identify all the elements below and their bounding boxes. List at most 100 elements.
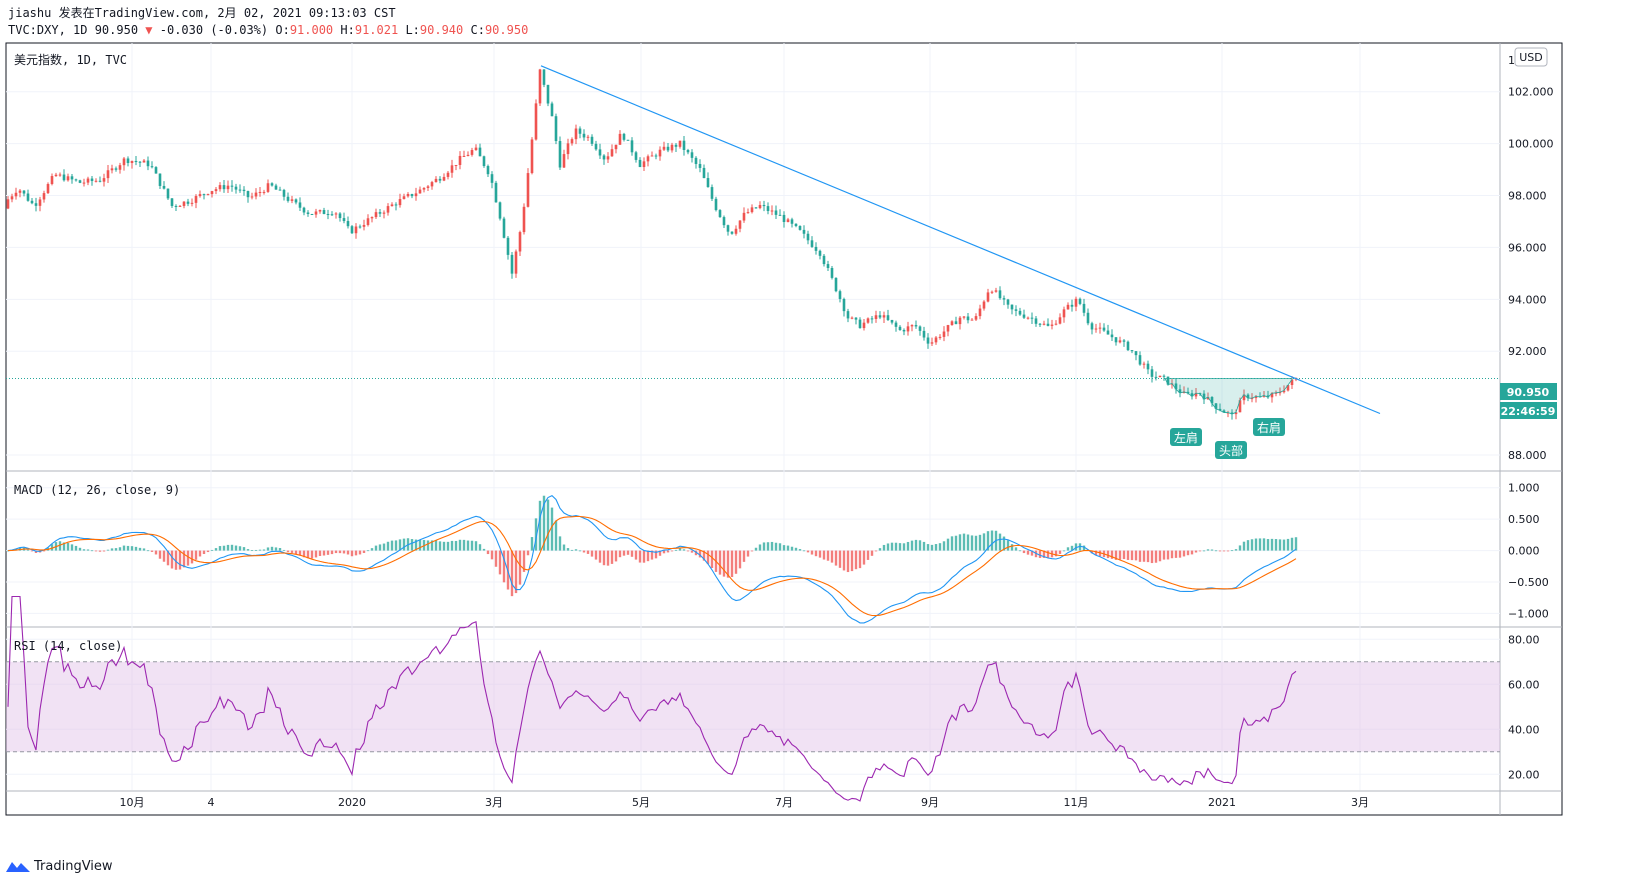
macd-histogram-bar (114, 548, 118, 551)
macd-histogram-bar (270, 546, 274, 551)
macd-histogram-bar (94, 550, 98, 552)
macd-histogram-bar (1254, 538, 1258, 551)
macd-histogram-bar (1070, 545, 1074, 551)
macd-histogram-bar (894, 542, 898, 551)
candle-body (286, 196, 290, 201)
y-tick-label: 94.000 (1508, 293, 1547, 306)
macd-histogram-bar (718, 550, 722, 575)
macd-histogram-bar (1174, 550, 1178, 558)
candle-body (1090, 323, 1094, 330)
candle-body (798, 226, 802, 230)
macd-histogram-bar (158, 550, 162, 559)
tradingview-footer[interactable]: TradingView (6, 856, 113, 876)
macd-histogram-bar (926, 544, 930, 551)
macd-histogram-bar (1026, 550, 1030, 555)
candle-body (362, 224, 366, 227)
candle-body (582, 133, 586, 138)
macd-histogram-bar (1146, 550, 1150, 563)
candle-body (458, 155, 462, 165)
macd-histogram-bar (178, 550, 182, 570)
macd-histogram-bar (1126, 550, 1130, 560)
candle-body (674, 144, 678, 147)
symbol-legend: TVC:DXY, 1D 90.950 ▼ -0.030 (-0.03%) O:9… (8, 23, 528, 37)
macd-histogram-bar (854, 550, 858, 570)
macd-histogram-bar (150, 550, 154, 552)
candle-body (358, 226, 362, 228)
candle-body (926, 337, 930, 344)
candle-body (366, 218, 370, 225)
candle-body (858, 319, 862, 329)
annotation-left-shoulder: 左肩 (1170, 428, 1202, 446)
candle-body (1094, 328, 1098, 330)
macd-histogram-bar (1090, 550, 1094, 554)
macd-histogram-bar (614, 550, 618, 562)
candle-body (614, 144, 618, 150)
macd-histogram-bar (790, 546, 794, 551)
macd-histogram-bar (34, 550, 38, 553)
macd-histogram-bar (314, 550, 318, 558)
candle-body (594, 143, 598, 150)
candle-body (26, 193, 30, 201)
candle-body (1078, 298, 1082, 304)
candle-body (1182, 391, 1186, 393)
candle-body (242, 189, 246, 192)
candle-body (722, 217, 726, 226)
candle-body (230, 185, 234, 187)
candle-body (1162, 375, 1166, 377)
candle-body (1194, 393, 1198, 397)
macd-histogram-bar (534, 518, 538, 551)
macd-histogram-bar (858, 550, 862, 569)
macd-histogram-bar (518, 550, 522, 585)
candle-body (1102, 327, 1106, 331)
candle-body (730, 231, 734, 234)
macd-histogram-bar (1082, 545, 1086, 551)
macd-histogram-bar (802, 550, 806, 552)
macd-histogram-bar (1114, 550, 1118, 560)
candle-body (862, 322, 866, 329)
candle-body (978, 308, 982, 317)
macd-histogram-bar (342, 550, 346, 554)
macd-histogram-bar (558, 536, 562, 551)
candle-body (34, 203, 38, 206)
macd-histogram-bar (234, 545, 238, 551)
candle-body (1270, 393, 1274, 398)
candle-body (478, 147, 482, 157)
macd-histogram-bar (382, 543, 386, 551)
last-price-badge: 90.950 (1500, 383, 1557, 400)
candle-body (630, 140, 634, 153)
time-tick-label: 3月 (1351, 796, 1369, 809)
candle-body (834, 277, 838, 292)
candle-body (418, 189, 422, 194)
currency-button[interactable]: USD (1514, 47, 1548, 67)
candle-body (162, 185, 166, 189)
macd-histogram-bar (1282, 539, 1286, 551)
candle-body (202, 194, 206, 196)
macd-histogram-bar (618, 550, 622, 558)
macd-histogram-bar (830, 550, 834, 563)
macd-histogram-bar (722, 550, 726, 577)
candle-body (942, 331, 946, 337)
macd-histogram-bar (390, 540, 394, 551)
macd-histogram-bar (806, 550, 810, 553)
close-value: 90.950 (484, 23, 529, 37)
svg-text:USD[interactable]: USD (1519, 51, 1543, 64)
candle-body (822, 255, 826, 265)
macd-histogram-bar (310, 550, 314, 559)
candle-body (762, 205, 766, 207)
candle-body (74, 179, 78, 181)
macd-histogram-bar (62, 542, 66, 551)
macd-histogram-bar (1066, 547, 1070, 551)
macd-histogram-bar (774, 542, 778, 551)
candle-body (314, 211, 318, 215)
macd-histogram-bar (514, 550, 518, 594)
macd-histogram-bar (538, 500, 542, 551)
y-tick-label: 88.000 (1508, 449, 1547, 462)
macd-histogram-bar (554, 520, 558, 551)
candle-body (210, 191, 214, 195)
macd-histogram-bar (338, 550, 342, 554)
candle-body (654, 155, 658, 157)
candle-body (218, 185, 222, 190)
macd-line (7, 494, 1297, 624)
macd-histogram-bar (410, 539, 414, 551)
